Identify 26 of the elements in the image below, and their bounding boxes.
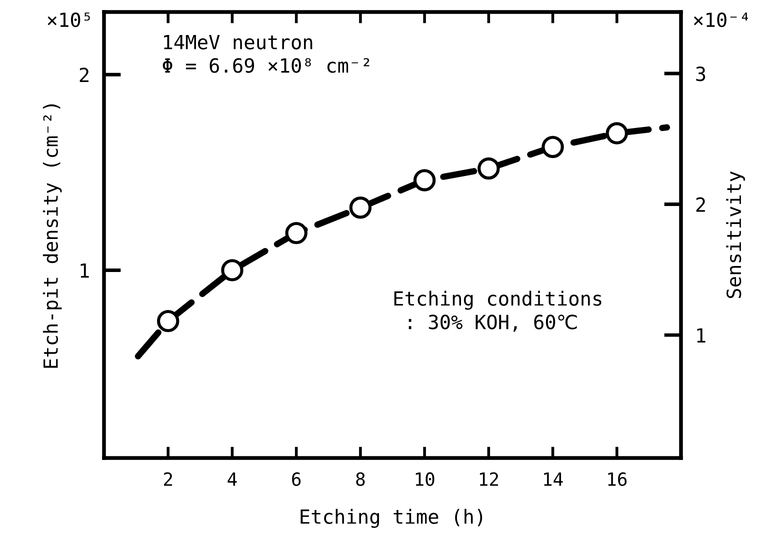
point	[413, 169, 436, 192]
y2-tick-label: 1	[697, 328, 706, 342]
x-axis-title: Etching time (h)	[300, 508, 482, 528]
x-tick-label: 14	[544, 472, 563, 486]
x-tick-label: 16	[608, 472, 627, 486]
y2-axis-title: Sensitivity	[726, 171, 745, 298]
point	[542, 136, 564, 158]
x-tick-label: 10	[416, 472, 434, 486]
x-tick-label: 12	[480, 472, 498, 486]
y2-tick-label: 2	[696, 197, 705, 212]
x-tick-label: 2	[164, 472, 172, 486]
point	[478, 157, 500, 180]
y2-tick-label: 3	[696, 66, 706, 82]
point	[606, 122, 628, 144]
annotation: 14MeV neutron Φ = 6.69 ×10⁸ cm⁻²	[162, 35, 370, 73]
point	[349, 196, 372, 219]
point	[285, 222, 308, 244]
point	[221, 259, 244, 282]
y-axis-title: Etch-pit density (cm⁻²)	[42, 104, 62, 368]
x-tick-label: 6	[292, 472, 301, 486]
text: ×10⁵	[48, 12, 90, 28]
x-tick-label: 4	[228, 472, 237, 486]
annotation: Etching conditions : 30% KOH, 60℃	[394, 290, 602, 332]
point	[157, 310, 180, 332]
x-tick-label: 8	[356, 472, 365, 486]
text: ×10⁻⁴	[694, 12, 748, 28]
